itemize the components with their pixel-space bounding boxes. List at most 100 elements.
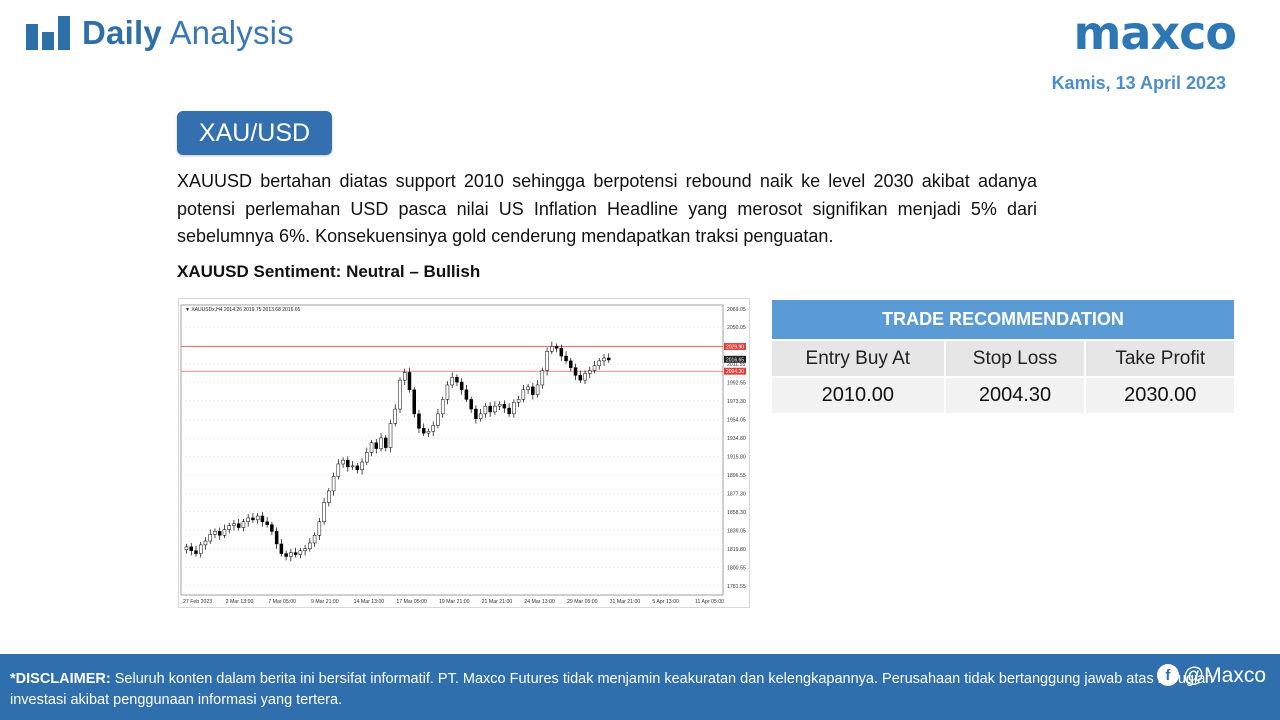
y-tick-label: 1992.55 [727,381,746,387]
x-tick-label: 7 Mar 05:00 [268,599,296,605]
candle-body [502,403,507,409]
header-title: Daily Analysis [82,14,294,52]
x-tick-label: 24 Mar 13:00 [524,599,555,605]
candle-body [507,407,511,415]
trade-recommendation-table: TRADE RECOMMENDATION Entry Buy At Stop L… [770,298,1236,415]
candle-body [374,442,379,449]
candle-body [398,379,402,410]
candle-body [236,523,241,528]
report-date: Kamis, 13 April 2023 [1051,73,1226,93]
candle-body [293,552,298,555]
candle-body [564,355,568,362]
candle-body [469,399,473,410]
maxco-logo: maxco [1073,6,1237,60]
take-profit-header: Take Profit [1084,339,1236,378]
candle-body [255,515,260,521]
x-tick-label: 2 Mar 13:00 [226,599,254,605]
candle-body [573,367,578,376]
candle-body [241,521,246,528]
candle-body [355,465,360,471]
y-tick-label: 1819.80 [727,547,746,553]
candle-body [284,553,288,557]
candle-body [350,465,355,468]
candle-body [412,389,416,415]
candle-body [217,531,222,536]
candle-body [407,372,412,391]
candle-body [550,346,554,352]
price-tag-label: 2016.65 [726,357,744,363]
y-tick-label: 1973.30 [727,399,746,405]
candle-body [198,544,203,554]
candle-body [421,428,426,434]
candle-body [459,381,464,391]
candle-body [189,546,193,551]
candle-body [512,402,516,415]
stop-loss-header: Stop Loss [943,339,1087,378]
candle-body [341,459,345,465]
y-tick-label: 1839.05 [727,528,746,534]
candle-body [445,384,450,400]
candle-body [227,525,231,530]
candle-body [317,521,322,536]
candle-body [607,357,611,361]
candle-body [360,461,364,471]
y-tick-label: 1858.30 [727,510,746,516]
x-tick-label: 11 Apr 05:00 [695,599,724,605]
candle-body [265,521,269,525]
y-tick-label: 1915.80 [727,454,746,460]
entry-header: Entry Buy At [770,339,946,378]
y-tick-label: 2011.55 [727,362,745,368]
candle-body [388,423,393,448]
candle-body [402,372,407,381]
y-tick-label: 1896.55 [727,473,746,479]
header-title-light: Analysis [169,14,294,51]
candle-body [327,490,331,503]
candle-body [483,405,488,415]
pair-badge: XAU/USD [177,111,332,155]
y-tick-label: 1934.80 [727,436,746,442]
x-tick-label: 21 Mar 21:00 [482,599,513,605]
trade-table-title: TRADE RECOMMENDATION [770,298,1236,341]
candle-body [474,408,478,419]
candle-body [426,430,431,434]
candle-body [222,529,227,536]
x-tick-label: 9 Mar 21:00 [311,599,339,605]
candle-body [270,524,274,532]
candle-body [464,389,469,400]
candle-body [478,413,483,419]
y-tick-label: 1954.05 [727,418,746,424]
candle-body [450,377,454,386]
candle-body [184,546,189,550]
social-handle[interactable]: f @Maxco [1156,663,1266,687]
candle-body [208,534,212,542]
candle-body [322,502,326,523]
candle-body [531,386,535,395]
y-tick-label: 2050.05 [727,325,746,331]
candle-body [597,360,602,366]
analysis-text: XAUUSD bertahan diatas support 2010 sehi… [177,171,1037,246]
candle-body [436,413,440,426]
candle-body [592,365,597,371]
candle-body [393,408,398,424]
candle-body [232,523,236,526]
y-tick-label: 2069.05 [727,307,746,313]
candle-body [379,437,383,449]
candle-body [369,442,374,453]
x-tick-label: 31 Mar 21:00 [610,599,641,605]
price-tag [724,343,746,351]
plot-area [180,304,724,596]
price-tag-label: 2004.30 [726,369,744,375]
x-tick-label: 17 Mar 05:00 [396,599,427,605]
price-chart: 2069.052050.052031.052011.551992.551973.… [178,298,750,608]
price-tag-label: 2029.90 [726,345,744,351]
price-tag [724,367,746,375]
candle-body [384,437,388,448]
header-title-bold: Daily [82,14,162,51]
candle-body [336,463,341,477]
x-tick-label: 14 Mar 13:00 [354,599,385,605]
candle-body [203,540,208,546]
candle-body [251,517,255,521]
candle-body [583,373,587,381]
social-handle-text: @Maxco [1182,663,1266,687]
x-tick-label: 19 Mar 21:00 [439,599,470,605]
